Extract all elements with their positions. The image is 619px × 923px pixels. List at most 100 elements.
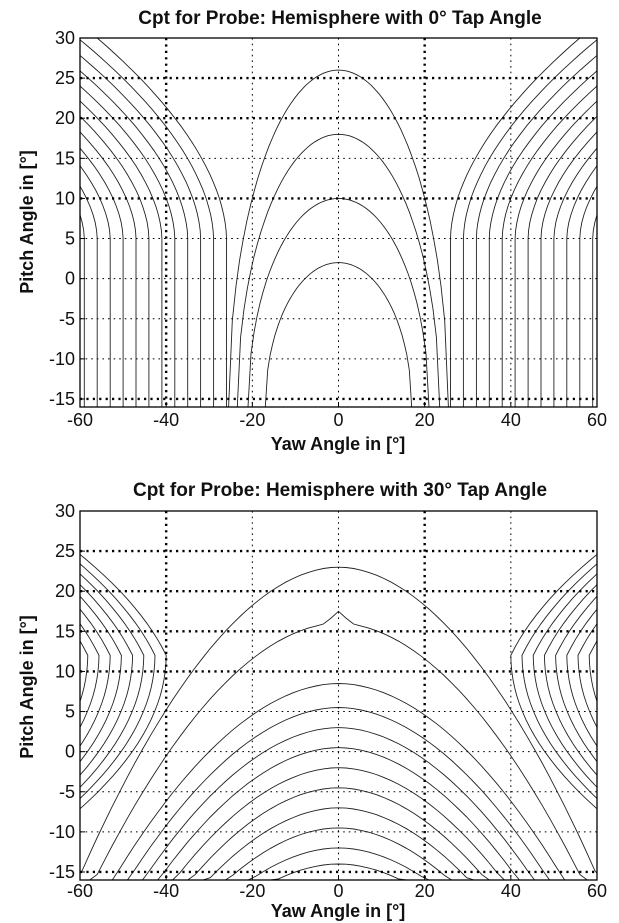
chart-svg: Cpt for Probe: Hemisphere with 30° Tap A… — [17, 480, 607, 921]
chart-title: Cpt for Probe: Hemisphere with 0° Tap An… — [138, 8, 541, 29]
y-tick-label: 30 — [55, 501, 75, 521]
contour-line — [80, 847, 597, 880]
x-axis-label: Yaw Angle in [°] — [271, 901, 406, 921]
chart-svg: Cpt for Probe: Hemisphere with 0° Tap An… — [17, 8, 607, 454]
contour-line — [527, 115, 597, 407]
contour-line — [80, 610, 597, 880]
y-tick-label: -15 — [49, 389, 75, 409]
contour-line — [543, 583, 597, 776]
contour-line — [80, 639, 89, 703]
x-tick-label: 20 — [415, 881, 435, 901]
x-tick-label: -60 — [67, 410, 93, 430]
contour-line — [592, 213, 597, 407]
y-tick-label: 30 — [55, 28, 75, 48]
contour-line — [80, 807, 597, 880]
contour-line — [80, 608, 111, 747]
contour-line — [80, 185, 98, 407]
y-tick-label: 0 — [65, 742, 75, 762]
contour-line — [80, 827, 597, 880]
x-tick-label: 0 — [333, 881, 343, 901]
y-tick-label: -10 — [49, 822, 75, 842]
y-tick-label: 10 — [55, 188, 75, 208]
x-tick-label: -40 — [153, 410, 179, 430]
contour-line — [514, 100, 597, 407]
contour-line — [80, 863, 597, 880]
contour-line — [80, 85, 176, 407]
y-tick-label: 0 — [65, 269, 75, 289]
y-tick-label: 25 — [55, 68, 75, 88]
y-tick-label: 20 — [55, 108, 75, 128]
contour-line — [80, 115, 150, 407]
contour-line — [462, 39, 597, 407]
contour-chart-30deg: Cpt for Probe: Hemisphere with 30° Tap A… — [0, 462, 619, 923]
contour-line — [540, 131, 597, 407]
y-tick-label: 15 — [55, 621, 75, 641]
contour-line — [80, 553, 167, 810]
contour-line — [501, 85, 597, 407]
contour-line — [80, 54, 202, 407]
contour-line — [228, 69, 449, 407]
x-tick-label: -20 — [239, 410, 265, 430]
contour-group — [80, 38, 597, 407]
contour-line — [96, 38, 227, 407]
x-axis-label: Yaw Angle in [°] — [271, 434, 406, 454]
y-tick-label: -15 — [49, 862, 75, 882]
y-tick-label: 25 — [55, 541, 75, 561]
contour-line — [80, 707, 597, 880]
contour-line — [80, 213, 85, 407]
contour-line — [80, 566, 597, 874]
x-tick-label: 40 — [501, 881, 521, 901]
y-tick-label: 5 — [65, 702, 75, 722]
x-tick-label: -20 — [239, 881, 265, 901]
contour-line — [80, 70, 189, 407]
contour-line — [80, 622, 100, 729]
x-tick-label: 40 — [501, 410, 521, 430]
y-axis-label: Pitch Angle in [°] — [17, 150, 37, 294]
x-tick-label: 60 — [587, 881, 607, 901]
y-axis-label: Pitch Angle in [°] — [17, 615, 37, 759]
contour-line — [553, 147, 597, 407]
y-tick-label: 5 — [65, 229, 75, 249]
contour-line — [80, 595, 122, 763]
contour-group — [80, 553, 597, 880]
contour-line — [80, 131, 137, 407]
x-tick-label: 60 — [587, 410, 607, 430]
contour-line — [510, 553, 597, 810]
contour-line — [450, 38, 581, 407]
contour-line — [80, 583, 134, 776]
contour-line — [236, 133, 441, 407]
y-tick-label: 20 — [55, 581, 75, 601]
contour-line — [80, 100, 163, 407]
contour-line — [532, 573, 597, 788]
plot-area: -60 -40 -20 0 20 40 60 30 25 20 15 10 5 0 -5 -10 -15 — [49, 28, 607, 430]
contour-line — [488, 70, 597, 407]
contour-line — [80, 747, 597, 880]
contour-line — [247, 197, 430, 407]
contour-line — [80, 573, 145, 788]
contour-line — [555, 595, 597, 763]
contour-line — [80, 165, 111, 407]
plot-area: -60 -40 -20 0 20 40 60 30 25 20 15 10 5 0 -5 -10 -15 — [49, 501, 607, 901]
contour-line — [566, 165, 597, 407]
x-tick-label: -40 — [153, 881, 179, 901]
contour-line — [80, 563, 156, 800]
y-tick-label: -10 — [49, 349, 75, 369]
contour-chart-0deg: Cpt for Probe: Hemisphere with 0° Tap An… — [0, 0, 619, 460]
y-tick-label: 15 — [55, 148, 75, 168]
y-tick-label: 10 — [55, 661, 75, 681]
y-tick-label: -5 — [59, 309, 75, 329]
contour-line — [521, 563, 597, 800]
contour-line — [80, 787, 597, 880]
contour-line — [80, 147, 124, 407]
contour-line — [80, 39, 215, 407]
contour-line — [579, 185, 597, 407]
x-tick-label: -60 — [67, 881, 93, 901]
contour-line — [80, 767, 597, 880]
contour-line — [566, 608, 597, 747]
contour-line — [475, 54, 597, 407]
contour-line — [80, 683, 597, 880]
x-tick-label: 20 — [415, 410, 435, 430]
contour-line — [588, 639, 597, 703]
y-tick-label: -5 — [59, 782, 75, 802]
contour-line — [577, 622, 597, 729]
